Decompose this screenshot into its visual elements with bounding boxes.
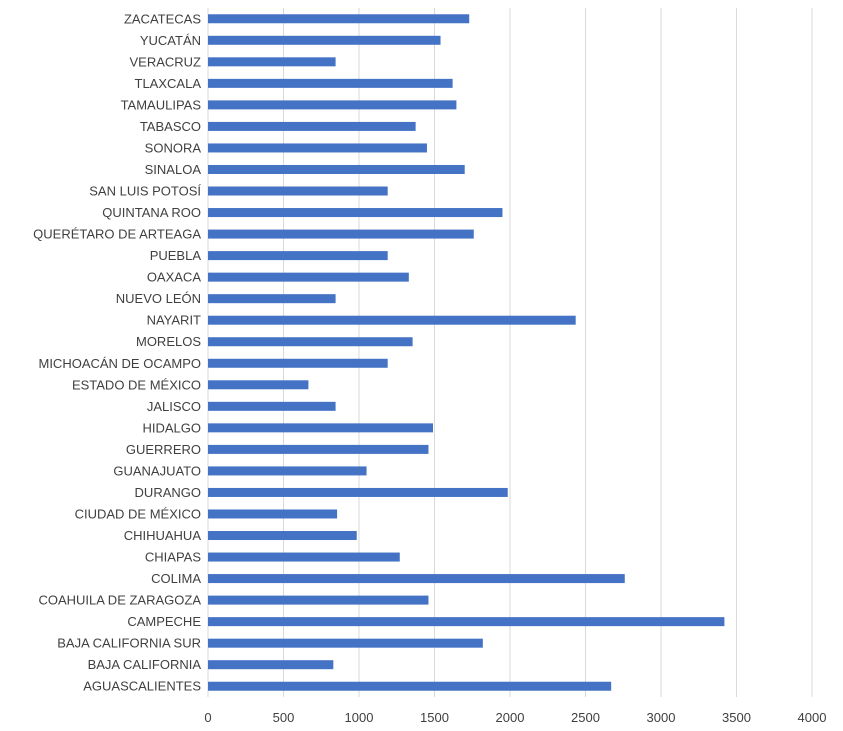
category-label: QUINTANA ROO: [102, 205, 201, 220]
category-label: OAXACA: [147, 270, 202, 285]
bar: [208, 315, 576, 325]
bar: [208, 638, 483, 648]
category-label: TAMAULIPAS: [121, 97, 202, 112]
bar: [208, 444, 429, 454]
category-label: NAYARIT: [147, 313, 201, 328]
bar: [208, 100, 457, 110]
bar: [208, 487, 508, 497]
grid-lines: [207, 8, 813, 697]
category-label: CHIAPAS: [145, 550, 201, 565]
category-label: DURANGO: [135, 485, 201, 500]
bar: [208, 164, 465, 174]
category-label: PUEBLA: [150, 248, 202, 263]
x-tick-label: 1000: [345, 710, 374, 725]
bar: [208, 681, 612, 691]
bar: [208, 57, 336, 67]
category-label: YUCATÁN: [140, 33, 201, 48]
bar: [208, 143, 427, 153]
category-label: ESTADO DE MÉXICO: [72, 377, 201, 392]
bar: [208, 186, 388, 196]
bar: [208, 272, 409, 282]
x-tick-label: 500: [273, 710, 295, 725]
bar: [208, 660, 334, 670]
category-label: NUEVO LEÓN: [116, 291, 201, 306]
bars: [208, 14, 725, 691]
category-label: HIDALGO: [142, 420, 201, 435]
bar: [208, 574, 625, 584]
x-tick-label: 2000: [496, 710, 525, 725]
category-label: MICHOACÁN DE OCAMPO: [38, 356, 201, 371]
x-tick-labels: 0 500 1000 1500 2000 2500 3000 3500 4000: [204, 710, 826, 725]
bar: [208, 595, 429, 605]
bar: [208, 35, 441, 45]
category-label: CIUDAD DE MÉXICO: [75, 506, 201, 521]
bar: [208, 294, 336, 304]
bar: [208, 208, 503, 218]
category-label: CAMPECHE: [127, 614, 201, 629]
bar: [208, 617, 725, 627]
bar: [208, 121, 416, 131]
bar: [208, 337, 413, 347]
category-label: TLAXCALA: [135, 76, 202, 91]
category-label: COLIMA: [151, 571, 201, 586]
x-tick-label: 1500: [420, 710, 449, 725]
category-label: TABASCO: [140, 119, 201, 134]
bar: [208, 358, 388, 368]
x-tick-label: 3500: [722, 710, 751, 725]
category-label: BAJA CALIFORNIA: [88, 657, 202, 672]
x-tick-label: 2500: [571, 710, 600, 725]
category-label: COAHUILA DE ZARAGOZA: [38, 593, 201, 608]
category-label: AGUASCALIENTES: [83, 679, 201, 694]
bar: [208, 380, 309, 390]
bar: [208, 531, 357, 541]
category-label: QUERÉTARO DE ARTEAGA: [33, 227, 201, 242]
bar: [208, 401, 336, 411]
category-label: BAJA CALIFORNIA SUR: [57, 636, 201, 651]
category-label: SINALOA: [145, 162, 202, 177]
category-label: GUANAJUATO: [113, 463, 201, 478]
category-label: JALISCO: [147, 399, 201, 414]
bar: [208, 423, 433, 433]
category-label: SONORA: [145, 140, 202, 155]
category-label: VERACRUZ: [129, 54, 201, 69]
bar: [208, 466, 367, 476]
category-label: CHIHUAHUA: [124, 528, 202, 543]
x-tick-label: 0: [204, 710, 211, 725]
category-label: MORELOS: [136, 334, 201, 349]
category-labels: AGUASCALIENTES BAJA CALIFORNIA BAJA CALIFO…: [33, 11, 201, 693]
bar: [208, 509, 338, 519]
bar: [208, 229, 474, 239]
bar: [208, 251, 388, 261]
bar: [208, 552, 400, 562]
category-label: SAN LUIS POTOSÍ: [89, 184, 201, 199]
bar: [208, 78, 453, 88]
category-label: GUERRERO: [126, 442, 201, 457]
x-tick-label: 3000: [647, 710, 676, 725]
bar: [208, 14, 470, 24]
category-label: ZACATECAS: [124, 11, 201, 26]
x-tick-label: 4000: [798, 710, 827, 725]
